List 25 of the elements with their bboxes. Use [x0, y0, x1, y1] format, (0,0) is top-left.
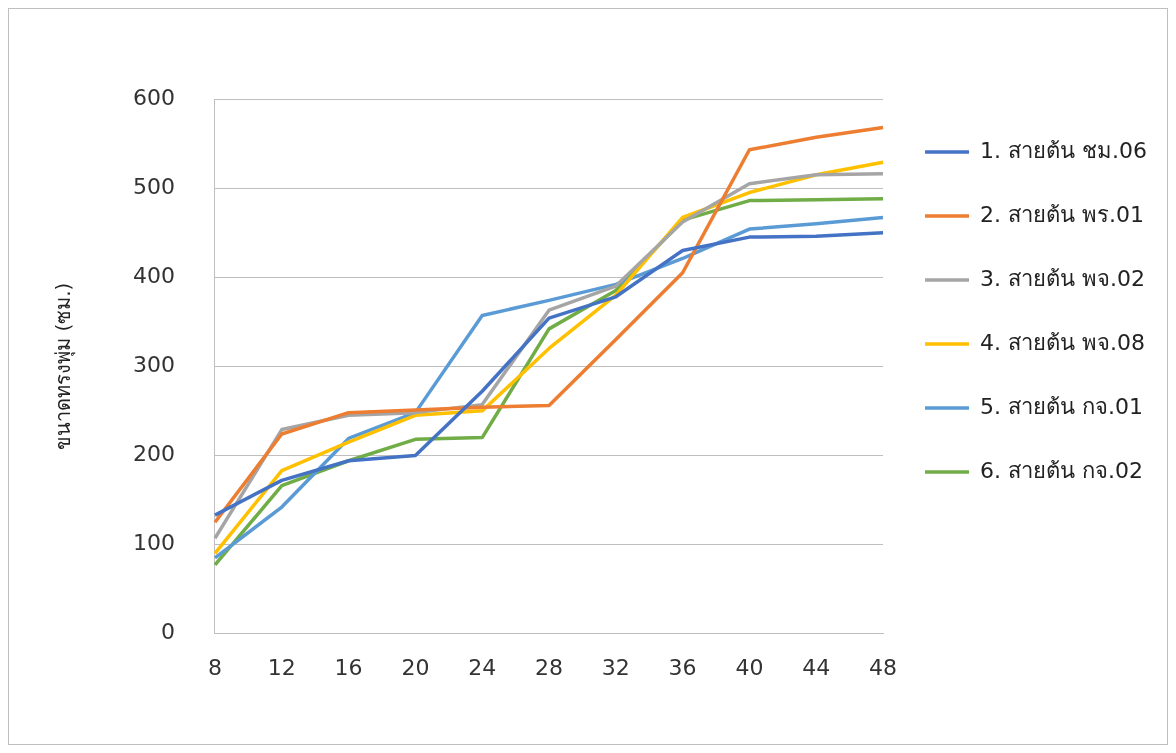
x-tick-label: 8 — [207, 654, 222, 680]
y-tick-label: 400 — [132, 262, 175, 288]
x-tick-label: 24 — [468, 654, 497, 680]
x-tick-label: 32 — [601, 654, 630, 680]
y-tick-label: 300 — [132, 352, 175, 378]
x-tick-label: 16 — [334, 654, 363, 680]
y-tick-label: 600 — [132, 84, 175, 110]
legend-label: 4. สายต้น พจ.08 — [980, 329, 1145, 355]
legend-label: 3. สายต้น พจ.02 — [980, 265, 1145, 291]
y-tick-label: 200 — [132, 441, 175, 467]
legend-label: 1. สายต้น ชม.06 — [980, 137, 1147, 163]
y-axis-title: ขนาดทรงพุ่ม (ซม.) — [51, 282, 77, 450]
x-tick-label: 36 — [668, 654, 697, 680]
x-tick-label: 20 — [401, 654, 430, 680]
legend-label: 5. สายต้น กจ.01 — [980, 393, 1143, 419]
x-tick-label: 44 — [802, 654, 831, 680]
y-tick-label: 500 — [132, 173, 175, 199]
y-tick-label: 100 — [132, 530, 175, 556]
x-tick-label: 40 — [735, 654, 764, 680]
y-tick-label: 0 — [160, 619, 175, 645]
legend-label: 2. สายต้น พร.01 — [980, 201, 1144, 227]
legend-label: 6. สายต้น กจ.02 — [980, 457, 1143, 483]
x-tick-label: 12 — [267, 654, 296, 680]
x-tick-label: 48 — [869, 654, 898, 680]
x-tick-label: 28 — [535, 654, 564, 680]
